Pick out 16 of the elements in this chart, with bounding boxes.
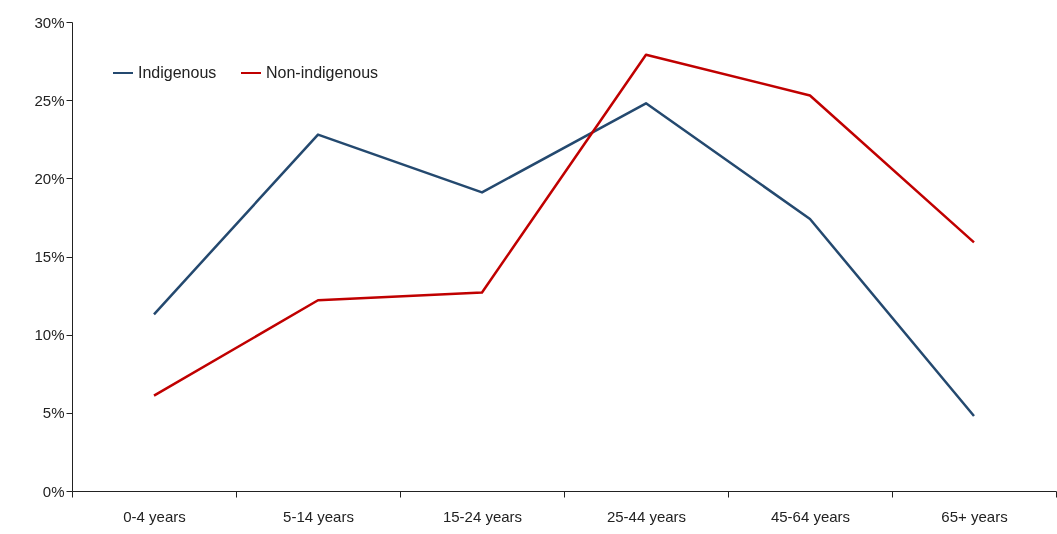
line-series xyxy=(152,102,976,418)
x-tick-label: 15-24 years xyxy=(442,507,523,525)
legend-label: Non-indigenous xyxy=(266,64,379,81)
y-tick-label: 15% xyxy=(34,248,65,265)
x-tick-label: 5-14 years xyxy=(283,507,354,525)
y-tick-label: 25% xyxy=(34,91,65,109)
y-tick-label: 10% xyxy=(34,326,65,344)
y-tick-label: 30% xyxy=(34,13,65,31)
x-tick-label: 45-64 years xyxy=(770,507,851,525)
legend-label: Indigenous xyxy=(138,64,217,81)
x-tick-label: 65+ years xyxy=(941,507,1008,525)
y-tick-label: 5% xyxy=(42,404,65,422)
y-tick-label: 0% xyxy=(42,482,65,500)
x-tick-label: 0-4 years xyxy=(123,507,186,525)
x-tick-label: 25-44 years xyxy=(606,507,687,525)
y-tick-label: 20% xyxy=(34,169,65,187)
